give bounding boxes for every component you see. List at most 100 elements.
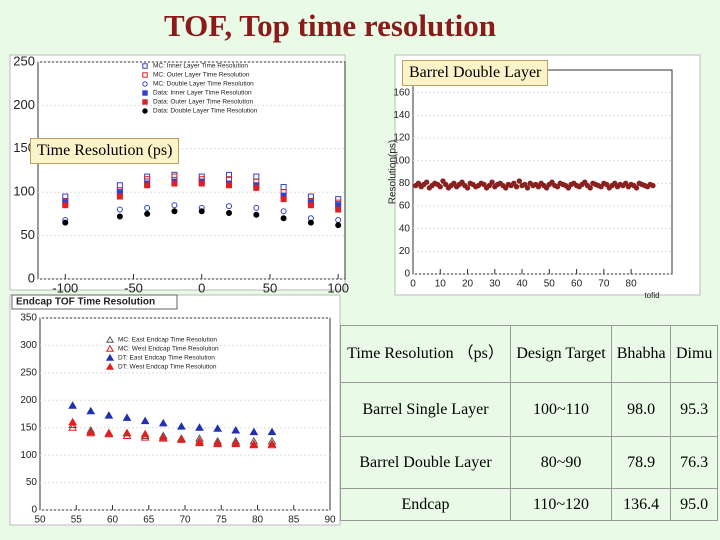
- callout: Time Resolution (ps): [30, 138, 180, 164]
- marker: [267, 427, 277, 436]
- table-cell: 80~90: [510, 436, 612, 489]
- marker: [105, 335, 115, 343]
- marker: [144, 204, 151, 211]
- marker: [142, 63, 148, 69]
- marker: [226, 210, 233, 217]
- marker: [198, 208, 205, 215]
- y-tick-label: 40: [399, 223, 411, 234]
- x-tick-label: 100: [327, 280, 349, 295]
- marker: [226, 182, 233, 189]
- results-table: Time Resolution （ps） Design Target Bhabha D…: [339, 325, 718, 521]
- legend-label: DT: East Endcap Time Resolution: [118, 355, 215, 362]
- marker: [451, 180, 457, 187]
- marker: [280, 208, 287, 215]
- y-tick-label: 160: [393, 87, 410, 98]
- marker: [105, 353, 115, 361]
- marker: [68, 423, 77, 431]
- y-tick-label: 100: [13, 184, 35, 199]
- x-tick-label: 40: [516, 279, 528, 290]
- legend-label: MC: Inner Layer Time Resolution: [153, 63, 248, 70]
- x-tick-label: 50: [263, 280, 277, 295]
- x-tick-label: 70: [179, 515, 191, 526]
- marker: [486, 182, 493, 189]
- plot-frame: [9, 294, 341, 526]
- table-cell: Barrel Double Layer: [339, 436, 512, 489]
- marker: [307, 219, 314, 226]
- marker: [62, 202, 69, 209]
- marker: [253, 184, 260, 191]
- table-cell: 110~120: [510, 488, 612, 521]
- table-cell: Barrel Single Layer: [339, 382, 512, 437]
- x-tick-label: 70: [598, 279, 610, 290]
- callout: Barrel Double Layer: [402, 60, 549, 86]
- header-cell: Time Resolution （ps）: [339, 325, 512, 383]
- marker: [231, 425, 241, 434]
- marker: [554, 184, 561, 190]
- marker: [612, 180, 618, 187]
- header-cell: Bhabha: [610, 325, 672, 383]
- y-tick-label: 80: [399, 178, 411, 189]
- y-tick-label: 120: [393, 133, 410, 144]
- x-axis-label: tofid: [644, 291, 659, 300]
- x-tick-label: 20: [462, 279, 474, 290]
- legend-label: MC: Double Layer Time Resolution: [153, 81, 254, 88]
- y-axis-label: Resolution(ps): [388, 140, 399, 204]
- table-cell: Endcap: [339, 488, 512, 521]
- marker: [122, 413, 132, 421]
- marker: [116, 206, 123, 213]
- x-tick-label: -100: [52, 280, 78, 295]
- header-cell: Design Target: [510, 325, 612, 383]
- marker: [415, 180, 422, 187]
- marker: [142, 81, 148, 87]
- x-tick-label: 55: [71, 515, 83, 526]
- marker: [280, 215, 287, 222]
- marker: [423, 179, 430, 185]
- marker: [226, 171, 233, 178]
- x-tick-label: 0: [410, 279, 416, 290]
- marker: [535, 184, 542, 190]
- marker: [158, 433, 168, 441]
- marker: [489, 179, 495, 185]
- chart-title-box: [11, 294, 178, 310]
- marker: [582, 179, 588, 185]
- marker: [335, 222, 342, 229]
- y-tick-label: 20: [399, 246, 411, 257]
- marker: [511, 180, 517, 187]
- legend-label: Data: Inner Layer Time Resolution: [153, 90, 252, 97]
- y-tick-label: 150: [13, 140, 35, 155]
- legend-label: Data: Double Layer Time Resolution: [153, 108, 258, 115]
- marker: [144, 210, 151, 217]
- marker: [171, 208, 178, 215]
- x-tick-label: 60: [107, 515, 119, 526]
- slide-title: TOF, Top time resolution: [164, 8, 496, 43]
- y-tick-label: 0: [31, 505, 37, 516]
- y-tick-label: 150: [20, 422, 37, 433]
- marker: [464, 185, 471, 191]
- y-tick-label: 250: [20, 367, 37, 378]
- marker: [437, 184, 443, 190]
- marker: [543, 185, 550, 191]
- marker: [171, 180, 178, 187]
- marker: [587, 185, 593, 191]
- marker: [68, 401, 77, 409]
- marker: [122, 428, 132, 437]
- marker: [116, 193, 123, 200]
- table-cell: 95.0: [670, 488, 718, 521]
- marker: [524, 185, 531, 191]
- marker: [198, 180, 205, 187]
- x-tick-label: 65: [143, 515, 155, 526]
- table-cell: 76.3: [670, 436, 718, 489]
- marker: [177, 435, 186, 443]
- marker: [142, 108, 148, 114]
- marker: [253, 211, 260, 218]
- marker: [144, 182, 151, 189]
- marker: [68, 417, 77, 426]
- x-tick-label: 50: [34, 515, 46, 526]
- marker: [104, 428, 114, 437]
- marker: [443, 181, 449, 188]
- x-tick-label: 80: [252, 515, 264, 526]
- y-tick-label: 60: [399, 201, 411, 212]
- y-tick-label: 100: [393, 155, 410, 166]
- marker: [481, 181, 487, 188]
